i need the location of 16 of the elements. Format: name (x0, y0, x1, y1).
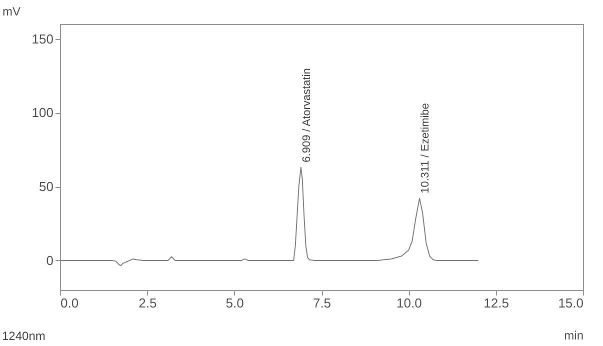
x-tick-label: 0.0 (60, 296, 79, 310)
x-tick-label: 7.5 (312, 296, 332, 310)
annotation: 10.311 / Ezetimibe (420, 103, 432, 194)
y-tick-label: 150 (32, 31, 54, 46)
y-tick-label: 0 (46, 252, 54, 268)
y-tick-label: 100 (32, 105, 54, 120)
x-tick-label: 2.5 (138, 296, 157, 310)
x-axis-title: min (564, 328, 584, 342)
x-tick-label: 12.5 (484, 296, 509, 310)
annotation: 6.909 / Atorvastatin (300, 68, 313, 162)
x-tick-label: 5.0 (226, 296, 244, 310)
x-tick-label: 10.0 (396, 296, 422, 310)
y-axis-title: mV (2, 4, 20, 18)
x-tick-label: 15.0 (558, 296, 584, 310)
text: 1240nm (2, 329, 46, 343)
y-tick-label: 50 (39, 179, 54, 194)
